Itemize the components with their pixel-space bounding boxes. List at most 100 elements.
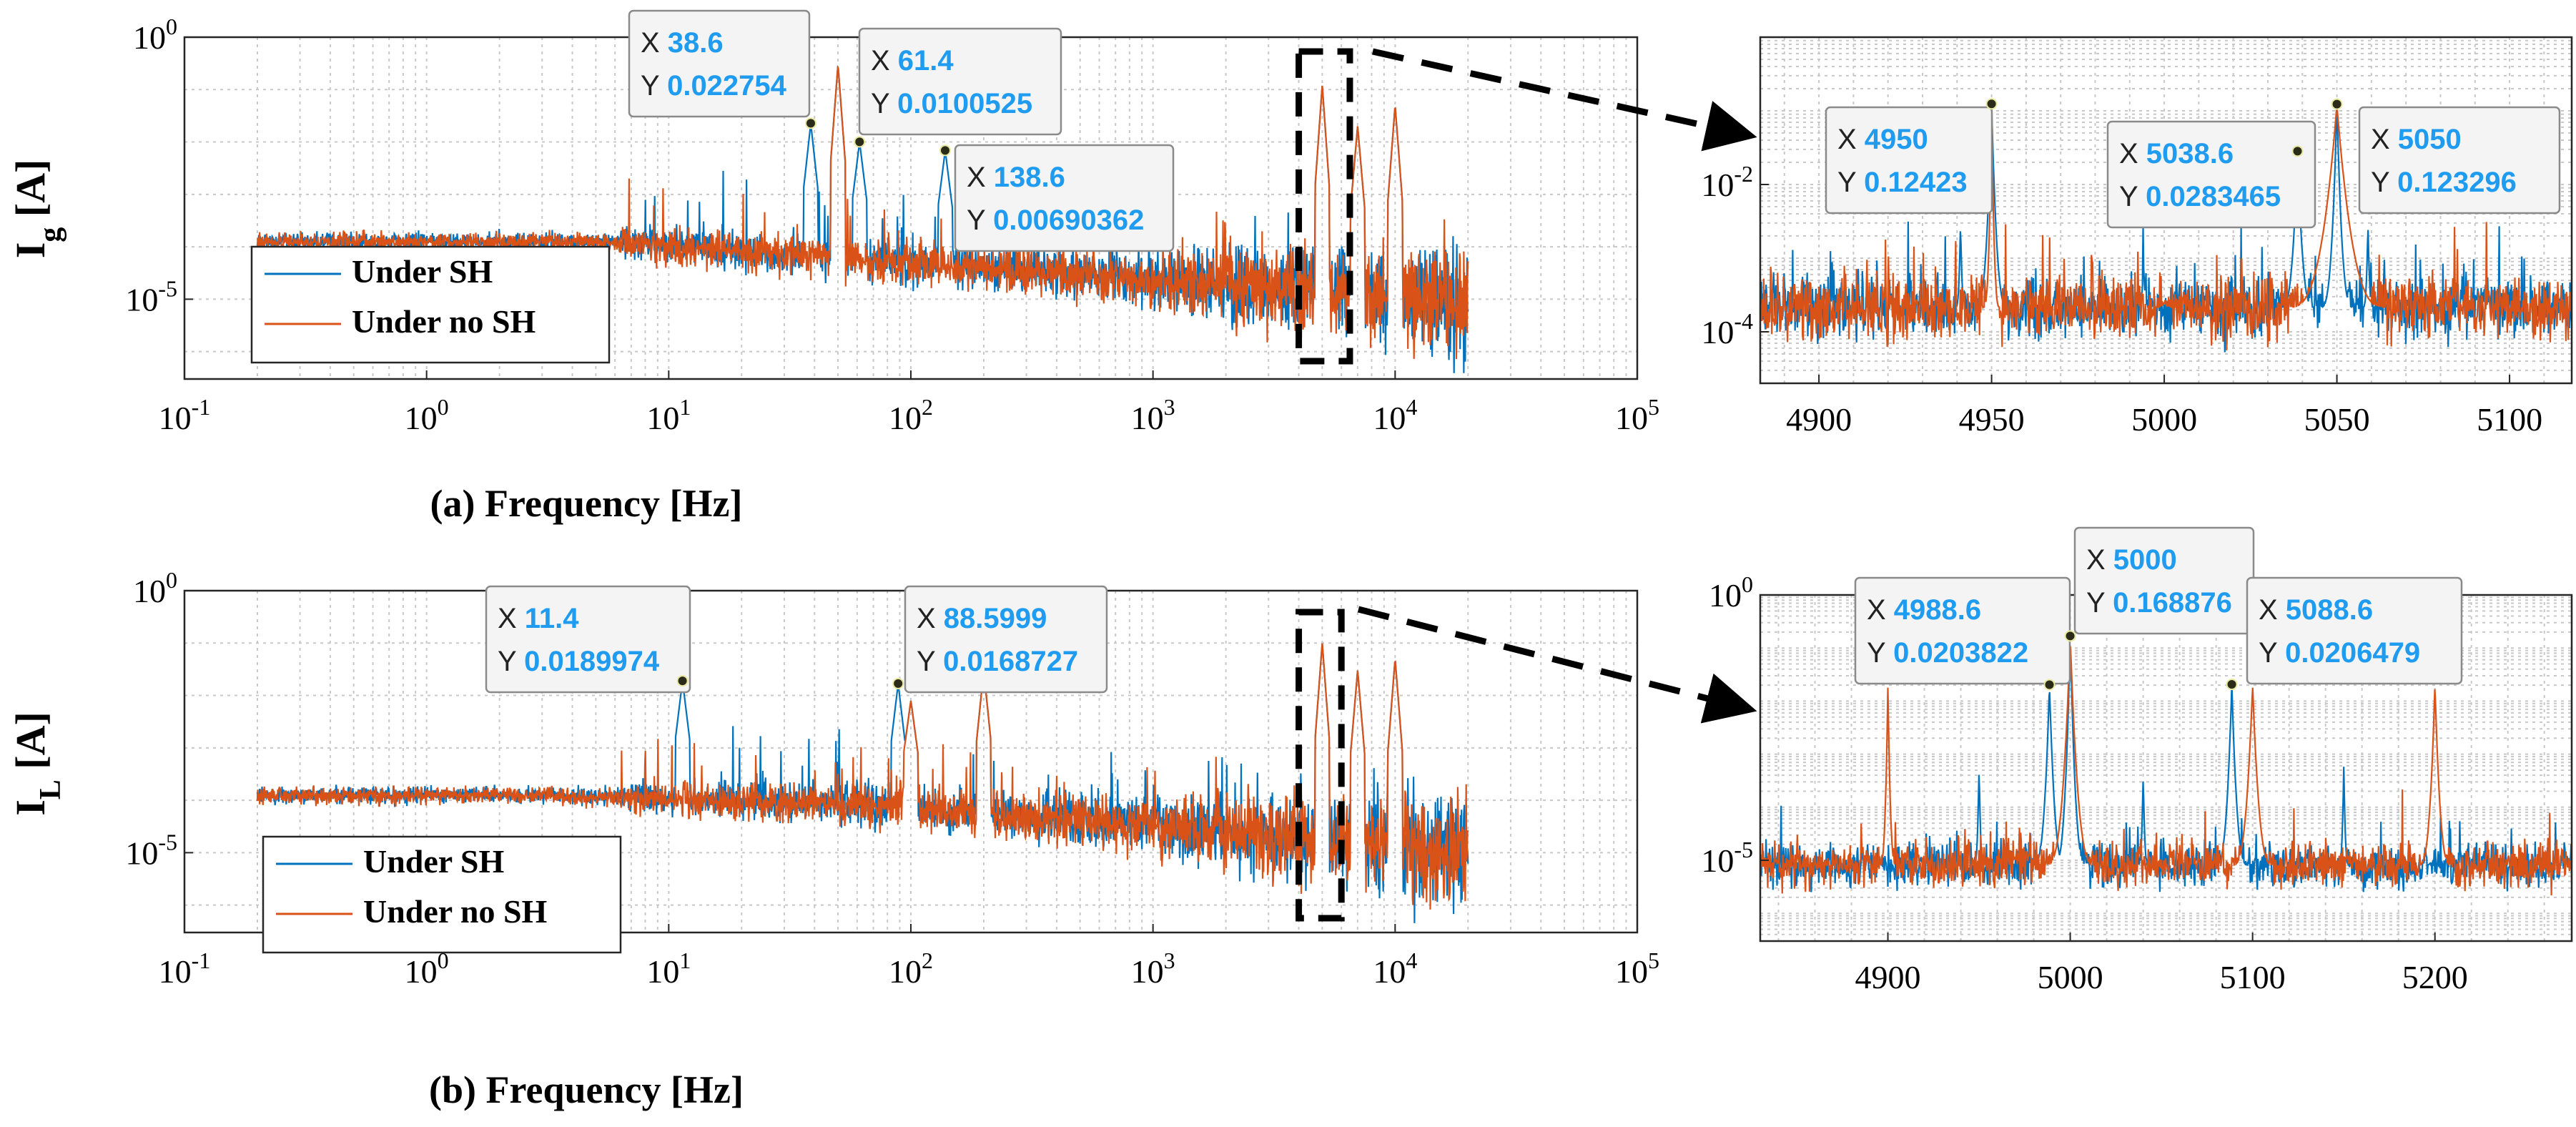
datatip: X 5038.6Y 0.0283465 [2106,120,2316,229]
axes-box [1759,36,2573,385]
datatip-y-value: 0.0189974 [524,646,660,677]
connector-a [1372,48,1757,152]
datatip-y-value: 0.022754 [667,70,787,102]
legend: Under SH Under no SH [250,245,611,364]
x-tick-label-exp: -1 [192,394,211,420]
datatip-y-value: 0.00690362 [993,205,1144,236]
x-tick-label-base: 10 [889,953,922,990]
x-tick-label-exp: 0 [438,394,449,420]
datatip-x: X 4950 [1837,124,1928,155]
datatip: X 11.4Y 0.0189974 [485,585,691,694]
y-tick-label-base: 10 [1709,577,1742,614]
datatip-x-key: X [2259,594,2286,626]
datatip: X 61.4Y 0.0100525 [854,27,1062,148]
x-tick-label-base: 10 [889,400,922,436]
datatip-y-key: Y [2119,181,2146,212]
x-tick-label-base: 10 [159,953,192,990]
y-tick-label-exp: -5 [158,829,177,855]
x-tick-label-base: 10 [159,400,192,436]
x-tick-label: 103 [1131,394,1175,436]
y-tick-label-exp: -4 [1734,308,1753,334]
x-tick-label-exp: 1 [679,394,691,420]
datatip-marker [2331,98,2343,110]
x-tick-label-base: 10 [1131,400,1164,436]
x-tick-label: 105 [1615,394,1659,436]
x-tick-label: 102 [889,948,933,990]
y-tick-label-base: 10 [1701,167,1734,203]
legend: Under SH Under no SH [262,835,622,954]
datatip-y-value: 0.0206479 [2285,637,2420,669]
y-label-symbol: I [7,799,54,816]
datatip-x-key: X [2086,544,2113,576]
x-tick-label-exp: 2 [922,394,933,420]
datatip-y-value: 0.12423 [1864,167,1968,198]
datatip-y-value: 0.0100525 [897,88,1032,119]
datatip: X 138.6Y 0.00690362 [939,144,1175,252]
legend-entry: Under no SH [363,893,548,930]
datatip-x: X 4988.6 [1867,594,1981,626]
x-tick-label-base: 10 [646,953,679,990]
datatip-x-key: X [1837,124,1865,155]
datatip-y: Y 0.0206479 [2259,637,2420,669]
datatip-x-value: 5000 [2113,544,2177,576]
y-tick-label-base: 10 [1701,842,1734,879]
datatip-x: X 61.4 [871,45,954,77]
x-tick-label-base: 10 [405,400,438,436]
datatip-x: X 5038.6 [2119,138,2234,169]
x-tick-label: 10-1 [159,394,211,436]
y-tick-label-exp: -5 [158,275,177,301]
x-tick-label-exp: 4 [1406,394,1417,420]
x-tick-label-exp: 5 [1648,948,1659,973]
y-tick-label: 100 [1709,571,1753,614]
datatip: X 38.6Y 0.022754 [628,9,816,129]
datatip-y-value: 0.168876 [2113,587,2232,619]
datatip-y: Y 0.0203822 [1867,637,2028,669]
y-label-subscript: g [34,227,67,242]
datatip-x-key: X [871,45,898,77]
x-tick-label-base: 10 [646,400,679,436]
datatip-x-value: 61.4 [898,45,954,77]
datatip-marker [2064,630,2076,642]
datatip-y-key: Y [498,646,524,677]
x-tick-label: 100 [405,948,449,990]
datatip-x-key: X [641,27,668,59]
datatip-y-key: Y [917,646,943,677]
x-tick-label: 5100 [2477,401,2542,438]
legend-box [250,245,611,364]
datatip-y-key: Y [2259,637,2285,669]
y-tick-label-exp: -5 [1734,837,1753,862]
y-tick-label-exp: 0 [166,14,177,39]
datatip-marker [676,675,689,687]
y-tick-label-base: 10 [125,281,158,318]
y-tick-label: 10-2 [1701,161,1753,203]
y-tick-label: 100 [133,567,177,609]
zoom-connectors [1357,48,1757,724]
x-tick-label-exp: 5 [1648,394,1659,420]
datatip-x-value: 4950 [1865,124,1928,155]
x-tick-label-exp: 3 [1164,948,1175,973]
x-tick-label-base: 10 [1373,400,1406,436]
x-tick-label-exp: -1 [192,948,211,973]
y-tick-label-base: 10 [1701,314,1734,350]
datatip-marker [2226,679,2238,691]
datatip-y: Y 0.022754 [641,70,787,102]
datatip-y: Y 0.0168727 [917,646,1078,677]
x-tick-label-exp: 4 [1406,948,1417,973]
series-under-no-sh [256,643,1469,910]
y-tick-label: 10-5 [125,829,177,871]
x-tick-label-exp: 3 [1164,394,1175,420]
zoom-series-under-no-sh [1759,645,2573,896]
datatip-box [2106,120,2316,229]
datatip-box [485,585,691,694]
datatip-marker [804,117,816,129]
datatip-y-value: 0.0168727 [943,646,1078,677]
datatip-x-key: X [2119,138,2146,169]
x-tick-label-exp: 0 [438,948,449,973]
y-label-subscript: L [34,779,67,799]
x-tick-label: 4950 [1959,401,2025,438]
x-tick-label-base: 10 [1131,953,1164,990]
